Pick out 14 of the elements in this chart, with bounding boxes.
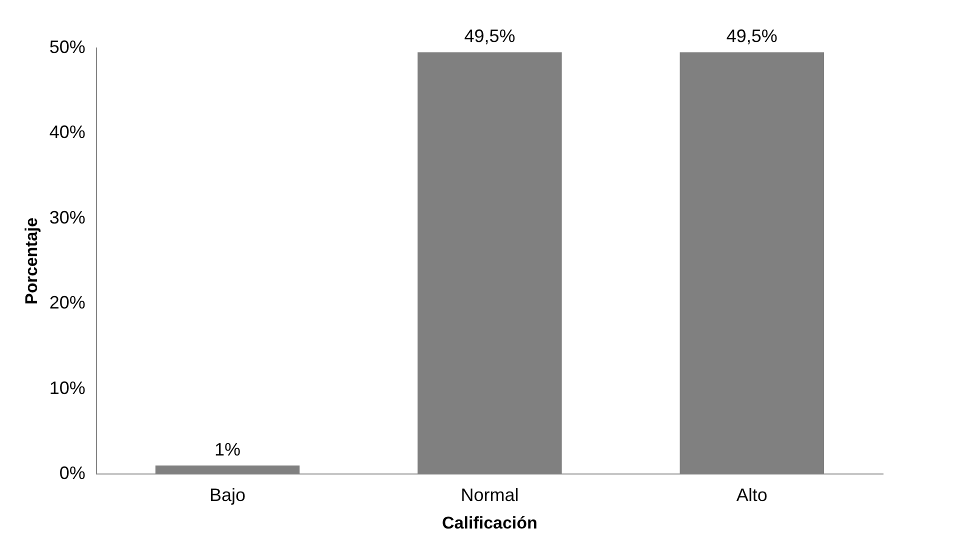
x-tick-label: Alto xyxy=(736,484,768,505)
data-label: 1% xyxy=(214,439,241,460)
x-tick-label: Normal xyxy=(460,484,519,505)
data-label: 49,5% xyxy=(726,26,778,46)
y-tick-label: 20% xyxy=(49,292,86,313)
y-tick-label: 0% xyxy=(59,462,86,483)
y-tick-label: 50% xyxy=(49,36,86,57)
x-tick-label: Bajo xyxy=(210,484,246,505)
x-axis-title: Calificación xyxy=(442,513,538,532)
data-label: 49,5% xyxy=(464,26,516,46)
y-tick-label: 30% xyxy=(49,207,86,228)
y-tick-label: 10% xyxy=(49,378,86,398)
y-tick-label: 40% xyxy=(49,122,86,142)
y-axis-title: Porcentaje xyxy=(22,218,41,304)
